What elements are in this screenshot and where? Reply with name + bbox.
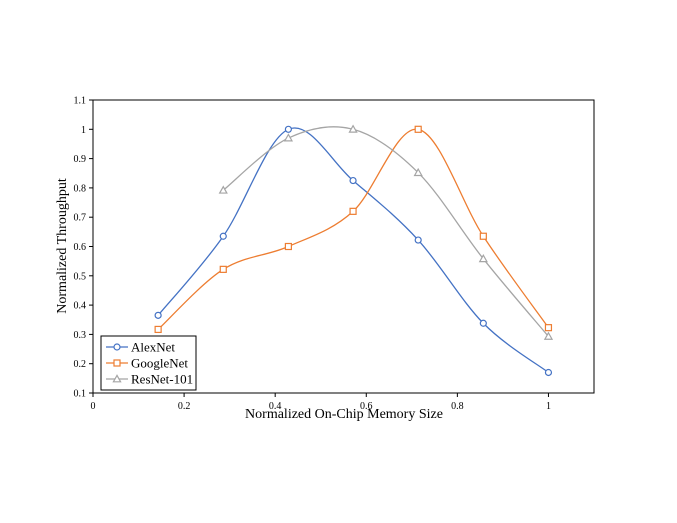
y-tick-label: 0.9 bbox=[74, 154, 87, 165]
y-tick-label: 0.6 bbox=[74, 242, 87, 253]
series-googlenet bbox=[154, 125, 553, 334]
data-point-googlenet bbox=[479, 232, 487, 240]
series-line-googlenet bbox=[157, 128, 549, 330]
data-point-resnet-101 bbox=[283, 133, 294, 142]
data-point-googlenet bbox=[154, 325, 162, 334]
y-tick-label: 0.8 bbox=[74, 183, 87, 194]
y-tick-label: 1.1 bbox=[74, 96, 87, 107]
y-tick-label: 1 bbox=[81, 125, 86, 136]
data-point-alexnet bbox=[349, 176, 357, 185]
series-layer bbox=[154, 124, 554, 377]
y-tick-label: 0.2 bbox=[74, 359, 87, 370]
data-point-alexnet bbox=[544, 368, 553, 377]
data-point-resnet-101 bbox=[218, 185, 228, 194]
legend-marker-resnet-101 bbox=[112, 374, 122, 383]
data-point-googlenet bbox=[414, 125, 422, 133]
series-line-alexnet bbox=[157, 127, 549, 374]
data-point-alexnet bbox=[219, 232, 227, 240]
data-point-googlenet bbox=[219, 265, 227, 273]
x-tick-label: 1 bbox=[546, 401, 551, 412]
x-tick-label: 0.4 bbox=[269, 401, 282, 412]
data-point-resnet-101 bbox=[478, 253, 488, 263]
data-point-googlenet bbox=[349, 207, 357, 215]
data-point-googlenet bbox=[544, 324, 553, 332]
data-point-alexnet bbox=[479, 319, 487, 327]
y-tick-label: 0.3 bbox=[74, 330, 87, 341]
x-tick-label: 0.8 bbox=[451, 401, 464, 412]
data-point-googlenet bbox=[284, 242, 292, 251]
series-resnet-101 bbox=[218, 124, 554, 340]
x-axis-label: Normalized On-Chip Memory Size bbox=[245, 407, 443, 422]
x-tick-label: 0.6 bbox=[360, 401, 373, 412]
data-point-alexnet bbox=[284, 125, 292, 133]
series-alexnet bbox=[154, 125, 553, 377]
y-tick-label: 0.1 bbox=[74, 389, 87, 400]
data-point-resnet-101 bbox=[348, 124, 358, 133]
legend-label-googlenet: GoogleNet bbox=[131, 356, 188, 371]
y-axis-ticks: 0.1 0.2 0.3 0.4 0.5 0.6 0.7 0.8 0.9 1 1.1 bbox=[74, 96, 93, 400]
y-tick-label: 0.7 bbox=[74, 213, 87, 224]
data-point-resnet-101 bbox=[413, 167, 423, 177]
x-tick-label: 0 bbox=[91, 401, 96, 412]
y-tick-label: 0.4 bbox=[74, 301, 87, 312]
data-point-alexnet bbox=[154, 311, 162, 319]
x-axis-ticks: 0 0.2 0.4 0.6 0.8 1 bbox=[91, 393, 551, 412]
legend-label-resnet-101: ResNet-101 bbox=[131, 372, 193, 387]
series-line-resnet-101 bbox=[222, 126, 549, 337]
y-axis-label: Normalized Throughput bbox=[55, 178, 70, 314]
x-tick-label: 0.2 bbox=[178, 401, 191, 412]
legend-marker-alexnet bbox=[113, 343, 121, 351]
y-tick-label: 0.5 bbox=[74, 271, 87, 282]
legend-marker-googlenet bbox=[113, 359, 121, 367]
data-point-alexnet bbox=[414, 236, 422, 244]
data-point-resnet-101 bbox=[543, 331, 554, 340]
legend-label-alexnet: AlexNet bbox=[131, 340, 175, 355]
